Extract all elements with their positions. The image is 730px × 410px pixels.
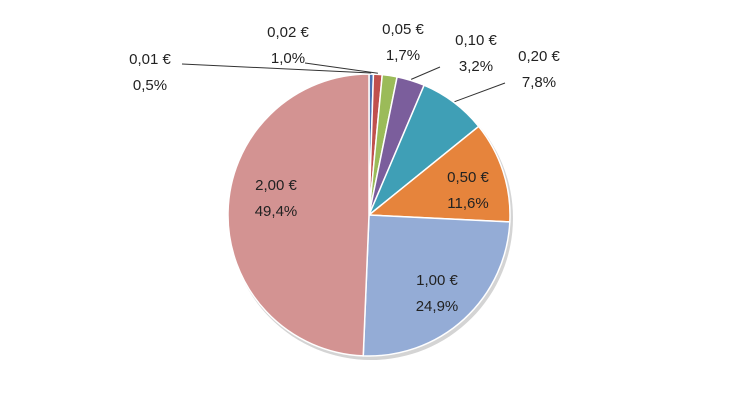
slice-percent-0-02: 1,0% [271, 50, 305, 67]
slice-labels: 0,01 € 0,5% 0,02 € 1,0% 0,05 € 1,7% 0,10 € 3,2%… [129, 21, 560, 315]
slice-label-0-05: 0,05 € [382, 21, 424, 38]
slice-percent-1-00: 24,9% [416, 298, 459, 315]
slice-percent-0-10: 3,2% [459, 58, 493, 75]
slice-label-0-50: 0,50 € [447, 169, 489, 186]
pie-slice-1-00 [362, 214, 511, 357]
leader-line-0-02 [304, 62, 378, 74]
pie-slice-0-50 [366, 125, 511, 223]
slice-percent-0-50: 11,6% [447, 195, 488, 212]
leader-line-0-10 [410, 66, 441, 80]
slice-percent-0-20: 7,8% [522, 74, 556, 91]
slice-label-1-00: 1,00 € [416, 272, 458, 289]
slice-percent-0-05: 1,7% [386, 47, 420, 64]
slice-percent-2-00: 49,4% [255, 203, 298, 220]
slice-label-0-20: 0,20 € [518, 48, 560, 65]
leader-lines [181, 62, 506, 103]
slice-percent-0-01: 0,5% [133, 77, 167, 94]
pie-slice-2-00 [227, 73, 370, 357]
slice-label-0-02: 0,02 € [267, 24, 309, 41]
slice-label-2-00: 2,00 € [255, 177, 297, 194]
leader-line-0-01 [181, 63, 372, 74]
slice-label-0-01: 0,01 € [129, 51, 171, 68]
leader-line-0-20 [454, 82, 506, 103]
slice-label-0-10: 0,10 € [455, 32, 497, 49]
pie-slices [227, 73, 511, 357]
